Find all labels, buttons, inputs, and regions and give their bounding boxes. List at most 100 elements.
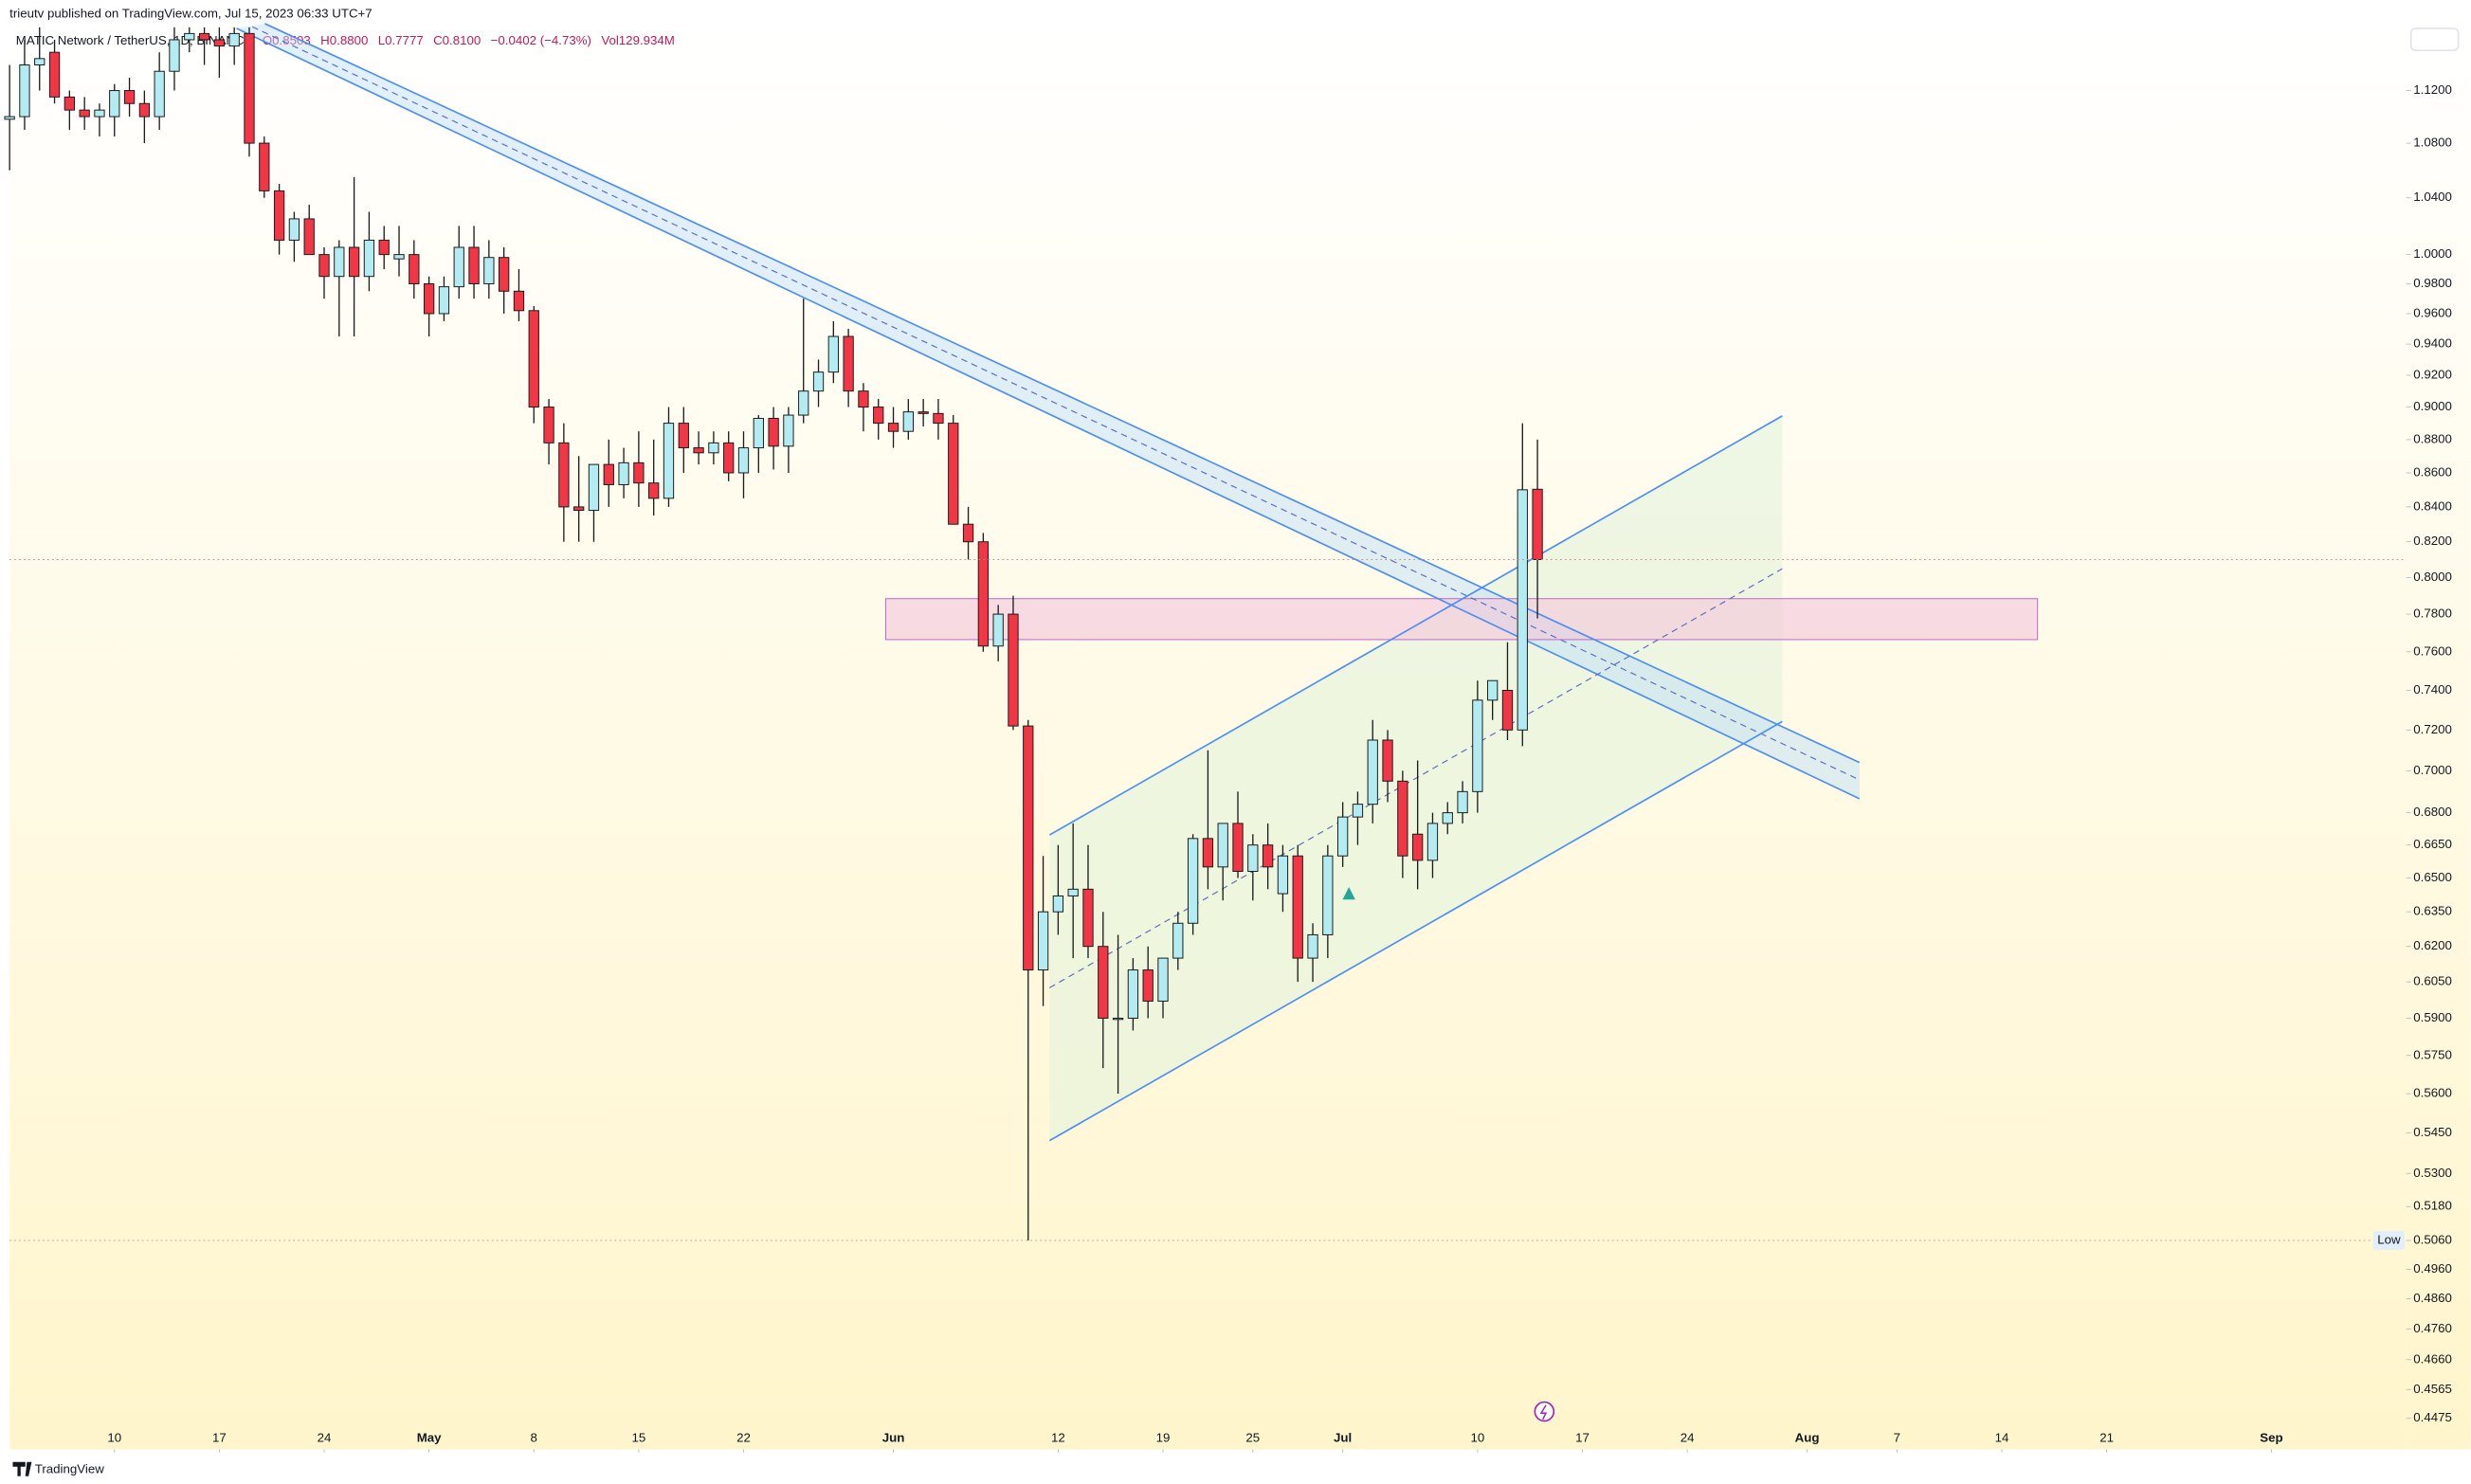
- y-tick-label: 0.4860: [2413, 1291, 2452, 1305]
- candle-body: [259, 142, 270, 191]
- candle-body: [1127, 969, 1139, 1019]
- y-tick-label: 0.6650: [2413, 837, 2452, 851]
- candle-body: [768, 417, 779, 447]
- candle-body: [798, 390, 809, 416]
- candle-body: [753, 417, 764, 449]
- candle-body: [603, 463, 614, 485]
- candle-body: [1187, 838, 1199, 924]
- x-tick-label: 25: [1245, 1430, 1260, 1444]
- candle-body: [348, 246, 360, 278]
- candle-body: [648, 482, 660, 499]
- x-tick-label: 15: [631, 1430, 645, 1444]
- y-tick-label: 0.4565: [2413, 1382, 2452, 1396]
- candle-body: [393, 254, 405, 260]
- candle-body: [933, 412, 944, 425]
- low-badge: [2372, 1231, 2406, 1250]
- y-tick-label: 0.5450: [2413, 1125, 2452, 1139]
- candle-body: [213, 39, 226, 47]
- candle-body: [184, 32, 195, 41]
- y-tick-label: 0.4660: [2413, 1351, 2452, 1366]
- y-tick-label: 0.4760: [2413, 1321, 2452, 1335]
- candle-body: [4, 116, 15, 120]
- candle-body: [1082, 888, 1094, 948]
- x-tick-label: Jun: [882, 1430, 905, 1444]
- candle-body: [1037, 911, 1049, 971]
- y-tick-label: 0.9400: [2413, 336, 2452, 351]
- x-tick-label: 22: [736, 1430, 751, 1444]
- event-marker[interactable]: [1534, 1401, 1555, 1422]
- x-tick-label: 12: [1051, 1430, 1065, 1444]
- candle-body: [962, 523, 974, 543]
- candle-body: [1322, 855, 1334, 935]
- candle-body: [363, 239, 375, 278]
- y-tick-label: 0.6500: [2413, 870, 2452, 884]
- candle-body: [154, 70, 165, 118]
- event-icon: [1539, 1404, 1548, 1421]
- channel-line: [236, 27, 1861, 800]
- y-tick-label: 0.9200: [2413, 367, 2452, 381]
- y-tick-label: 0.7800: [2413, 606, 2452, 621]
- candle-body: [678, 423, 689, 449]
- ohlc-high: H0.8800: [320, 33, 368, 47]
- y-tick-label: 0.6050: [2413, 974, 2452, 988]
- candle-body: [438, 286, 450, 315]
- volume: Vol129.934M: [601, 33, 675, 47]
- candle-body: [737, 447, 750, 474]
- candle-body: [1426, 823, 1439, 861]
- y-tick-label: 0.6350: [2413, 904, 2452, 918]
- candle-body: [1517, 489, 1528, 731]
- candle-body: [123, 90, 136, 104]
- candle-body: [19, 64, 30, 118]
- candle-body: [138, 102, 151, 118]
- x-tick-label: 17: [1575, 1430, 1590, 1444]
- resistance-zone: [884, 598, 2039, 641]
- candle-body: [94, 109, 105, 118]
- candle-body: [1247, 844, 1259, 873]
- y-tick-label: 0.4960: [2413, 1261, 2452, 1276]
- y-tick-label: 0.7600: [2413, 643, 2452, 658]
- x-tick-label: 10: [1470, 1430, 1484, 1444]
- candle-body: [1023, 725, 1034, 971]
- y-tick-label: 0.7000: [2413, 763, 2452, 777]
- candle-body: [1277, 855, 1289, 895]
- channel-midline: [1049, 568, 1783, 988]
- candle-body: [858, 390, 869, 408]
- candle-body: [1487, 679, 1499, 701]
- candle-body: [334, 246, 345, 278]
- price-axis-area: [2406, 23, 2471, 1450]
- candle-body: [483, 257, 495, 284]
- candle-body: [1397, 780, 1408, 857]
- low-label: Low: [2377, 1233, 2401, 1247]
- candle-body: [1457, 790, 1468, 814]
- candle-body: [887, 423, 899, 432]
- x-tick-label: 24: [318, 1430, 332, 1444]
- candle-body: [1501, 689, 1514, 731]
- candle-body: [288, 218, 300, 241]
- y-tick-label: 0.6800: [2413, 805, 2452, 819]
- candle-body: [198, 32, 210, 41]
- candle-body: [588, 463, 600, 512]
- y-tick-label: 0.5060: [2413, 1233, 2452, 1247]
- channel-line: [264, 23, 1861, 764]
- candle-body: [1172, 922, 1184, 959]
- candle-body: [1442, 812, 1453, 824]
- candle-body: [1412, 833, 1424, 861]
- candle-body: [873, 407, 884, 425]
- candle-body: [558, 442, 570, 508]
- candle-body: [1098, 946, 1109, 1019]
- x-tick-label: 24: [1681, 1430, 1695, 1444]
- x-tick-label: 14: [1995, 1430, 2009, 1444]
- candle-body: [109, 90, 120, 118]
- axis-button[interactable]: [2409, 27, 2460, 52]
- y-tick-label: 1.0000: [2413, 246, 2452, 261]
- x-tick-label: Aug: [1795, 1430, 1820, 1444]
- candle-body: [409, 254, 420, 284]
- channel-line: [1048, 720, 1783, 1142]
- x-tick-label: May: [417, 1430, 442, 1444]
- x-tick-label: Jul: [1334, 1430, 1352, 1444]
- y-tick-label: 0.4475: [2413, 1410, 2452, 1424]
- y-tick-label: 0.9800: [2413, 276, 2452, 290]
- y-tick-label: 0.5180: [2413, 1199, 2452, 1213]
- ohlc-close: C0.8100: [433, 33, 481, 47]
